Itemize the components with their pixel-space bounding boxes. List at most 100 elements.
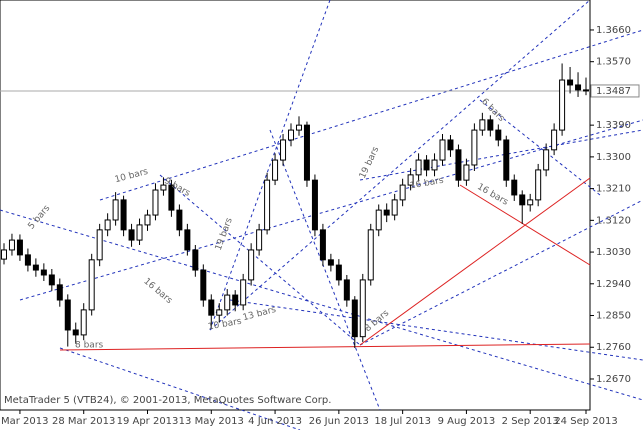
y-tick-label: 1.3570 <box>596 57 631 68</box>
y-tick-label: 1.3300 <box>596 152 631 163</box>
current-price-box <box>590 84 640 98</box>
candle-body <box>479 119 486 131</box>
candle-body <box>48 274 55 286</box>
candle-body <box>407 174 414 186</box>
y-tick-label: 1.3660 <box>596 25 631 36</box>
candle-body <box>535 169 542 201</box>
current-price-label: 1.3487 <box>596 86 631 97</box>
candle-body <box>160 184 167 191</box>
candle-body <box>495 129 502 141</box>
candle-body <box>248 249 255 281</box>
candle-body <box>208 299 215 316</box>
candle-body <box>471 129 478 166</box>
candle-body <box>359 279 366 338</box>
candle-body <box>519 194 526 206</box>
x-tick-label: 18 Jul 2013 <box>374 416 431 427</box>
candle-body <box>136 224 143 241</box>
annotation: 8 bars <box>75 341 104 351</box>
candle-body <box>272 159 279 181</box>
candle-body <box>583 89 590 92</box>
candle-body <box>319 229 326 261</box>
x-tick-label: 6 Mar 2013 <box>0 416 48 427</box>
x-tick-label: 13 May 2013 <box>179 416 244 427</box>
x-tick-label: 19 Apr 2013 <box>117 416 179 427</box>
candle-body <box>216 309 223 316</box>
candle-body <box>184 229 191 251</box>
candle-body <box>455 149 462 181</box>
candle-body <box>192 249 199 271</box>
candle-body <box>295 124 302 131</box>
y-tick-label: 1.2670 <box>596 374 631 385</box>
candle-body <box>399 184 406 201</box>
candle-body <box>168 184 175 211</box>
x-tick-label: 9 Aug 2013 <box>438 416 496 427</box>
y-tick-label: 1.3030 <box>596 247 631 258</box>
candle-body <box>152 189 159 216</box>
y-tick-label: 1.3390 <box>596 120 631 131</box>
candle-body <box>176 209 183 231</box>
x-tick-label: 4 Jun 2013 <box>248 416 302 427</box>
x-tick-label: 26 Jun 2013 <box>309 416 369 427</box>
candle-body <box>72 329 79 336</box>
candle-body <box>120 199 127 231</box>
candle-body <box>264 179 271 231</box>
candle-body <box>80 309 87 336</box>
candle-body <box>288 129 295 141</box>
candle-body <box>431 159 438 171</box>
candle-body <box>383 209 390 216</box>
y-tick-label: 1.2850 <box>596 311 631 322</box>
candle-body <box>240 279 247 306</box>
y-tick-label: 1.3120 <box>596 215 631 226</box>
candle-body <box>24 254 31 266</box>
candle-body <box>511 179 518 196</box>
y-tick-label: 1.2940 <box>596 279 631 290</box>
x-tick-label: 24 Sep 2013 <box>554 416 617 427</box>
candle-body <box>335 264 342 281</box>
y-tick-label: 1.3210 <box>596 184 631 195</box>
candle-body <box>343 279 350 301</box>
candle-body <box>367 229 374 281</box>
candle-body <box>439 139 446 161</box>
candle-body <box>104 219 111 231</box>
candle-body <box>112 199 119 221</box>
x-tick-label: 2 Sep 2013 <box>502 416 559 427</box>
candle-body <box>551 129 558 151</box>
candle-body <box>567 79 574 86</box>
candle-body <box>463 164 470 181</box>
candle-body <box>8 239 15 251</box>
candle-body <box>0 249 7 260</box>
candle-body <box>40 269 47 276</box>
candle-body <box>280 139 287 161</box>
candle-body <box>56 284 63 301</box>
candle-body <box>503 139 510 181</box>
candle-body <box>423 159 430 171</box>
candle-body <box>415 159 422 176</box>
candle-body <box>200 269 207 301</box>
candle-body <box>311 179 318 231</box>
x-tick-label: 28 Mar 2013 <box>52 416 115 427</box>
y-tick-label: 1.2760 <box>596 342 631 353</box>
candle-body <box>32 264 39 271</box>
candle-body <box>543 149 550 171</box>
candle-body <box>128 229 135 241</box>
candle-body <box>144 214 151 226</box>
candle-body <box>375 209 382 231</box>
candle-body <box>447 139 454 151</box>
candle-body <box>575 84 582 91</box>
candle-body <box>391 199 398 216</box>
candle-body <box>88 259 95 311</box>
candle-body <box>232 294 239 306</box>
candle-body <box>559 79 566 131</box>
candle-body <box>256 229 263 251</box>
candle-body <box>351 299 358 338</box>
candle-body <box>327 259 334 266</box>
candle-body <box>16 239 23 256</box>
candle-body <box>96 229 103 261</box>
candle-body <box>303 124 310 181</box>
candle-body <box>527 199 534 206</box>
candle-body <box>64 299 71 331</box>
candle-body <box>487 119 494 131</box>
footer: MetaTrader 5 (VTB24), © 2001-2013, MetaQ… <box>4 395 331 406</box>
